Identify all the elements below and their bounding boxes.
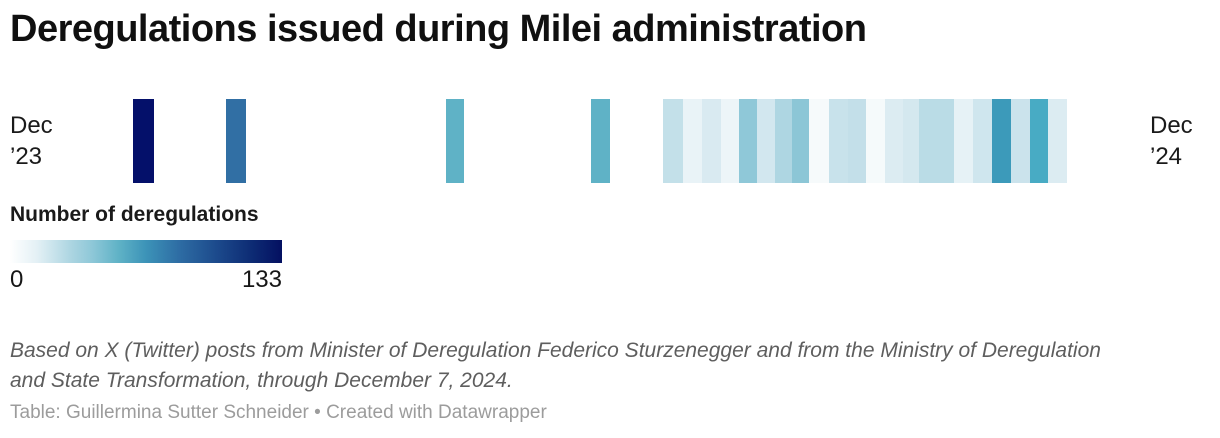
axis-label-start: Dec ’23 <box>10 110 53 172</box>
legend-max-label: 133 <box>241 266 282 293</box>
timeline-bar[interactable] <box>973 99 992 183</box>
timeline-bar[interactable] <box>809 99 829 183</box>
axis-label-end: Dec ’24 <box>1150 110 1193 172</box>
timeline-bar[interactable] <box>954 99 973 183</box>
timeline-bar[interactable] <box>702 99 721 183</box>
credits: Table: Guillermina Sutter Schneider • Cr… <box>10 402 547 423</box>
timeline-bar[interactable] <box>757 99 775 183</box>
timeline-strip: Dec ’23 Dec ’24 <box>0 99 1220 183</box>
axis-label-end-line1: Dec <box>1150 112 1193 139</box>
timeline-bar[interactable] <box>885 99 903 183</box>
axis-label-start-line1: Dec <box>10 112 53 139</box>
timeline-bar[interactable] <box>792 99 809 183</box>
timeline-bar[interactable] <box>663 99 683 183</box>
legend-min-label: 0 <box>10 266 24 293</box>
timeline-bar[interactable] <box>739 99 757 183</box>
timeline-bar[interactable] <box>866 99 885 183</box>
timeline-bar[interactable] <box>919 99 937 183</box>
legend-title: Number of deregulations <box>10 203 259 226</box>
timeline-bar[interactable] <box>721 99 739 183</box>
legend-gradient-bar <box>10 240 282 263</box>
timeline-bar[interactable] <box>937 99 954 183</box>
timeline-bar[interactable] <box>1030 99 1048 183</box>
timeline-bar[interactable] <box>1048 99 1067 183</box>
timeline-bar[interactable] <box>775 99 792 183</box>
timeline-bar[interactable] <box>591 99 610 183</box>
timeline-bar[interactable] <box>226 99 246 183</box>
legend-scale: 0 133 <box>10 266 282 294</box>
chart-title: Deregulations issued during Milei admini… <box>10 8 867 50</box>
timeline-bar[interactable] <box>133 99 154 183</box>
timeline-bar[interactable] <box>683 99 702 183</box>
axis-label-start-line2: ’23 <box>10 143 43 170</box>
timeline-bars-layer <box>0 99 1220 183</box>
timeline-bar[interactable] <box>903 99 919 183</box>
footnote: Based on X (Twitter) posts from Minister… <box>10 339 1101 392</box>
timeline-bar[interactable] <box>848 99 866 183</box>
timeline-bar[interactable] <box>992 99 1011 183</box>
axis-label-end-line2: ’24 <box>1150 143 1183 170</box>
timeline-bar[interactable] <box>446 99 464 183</box>
timeline-bar[interactable] <box>1011 99 1030 183</box>
timeline-bar[interactable] <box>829 99 848 183</box>
